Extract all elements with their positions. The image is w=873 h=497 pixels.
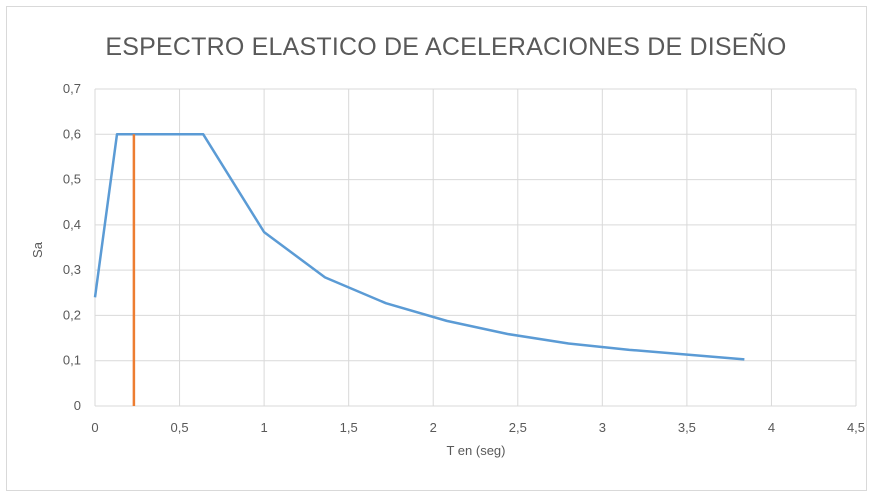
x-tick-label: 3: [599, 420, 606, 435]
x-tick-label: 4,5: [847, 420, 865, 435]
x-axis-label: T en (seg): [446, 443, 505, 458]
x-tick-label: 2,5: [509, 420, 527, 435]
chart-area: [6, 6, 867, 491]
gridlines: [94, 88, 857, 407]
y-axis-label: Sa: [30, 241, 45, 258]
y-tick-label: 0,1: [63, 353, 81, 368]
x-tick-label: 4: [768, 420, 775, 435]
y-tick-label: 0,7: [63, 81, 81, 96]
x-tick-label: 3,5: [678, 420, 696, 435]
x-tick-label: 1,5: [340, 420, 358, 435]
x-tick-label: 0: [91, 420, 98, 435]
chart-title: ESPECTRO ELASTICO DE ACELERACIONES DE DI…: [105, 32, 786, 61]
y-tick-label: 0,2: [63, 307, 81, 322]
series-layer: [93, 133, 745, 406]
y-tick-label: 0,6: [63, 126, 81, 141]
x-tick-label: 0,5: [171, 420, 189, 435]
spectrum-line: [93, 133, 745, 361]
y-tick-label: 0: [74, 398, 81, 413]
y-tick-label: 0,3: [63, 262, 81, 277]
x-tick-label: 1: [260, 420, 267, 435]
y-tick-label: 0,5: [63, 172, 81, 187]
x-axis-ticks: 0 0,5 1 1,5 2 2,5 3 3,5 4 4,5: [91, 420, 865, 435]
y-axis-ticks: 0 0,1 0,2 0,3 0,4 0,5 0,6 0,7: [63, 81, 81, 413]
y-tick-label: 0,4: [63, 217, 81, 232]
x-tick-label: 2: [430, 420, 437, 435]
